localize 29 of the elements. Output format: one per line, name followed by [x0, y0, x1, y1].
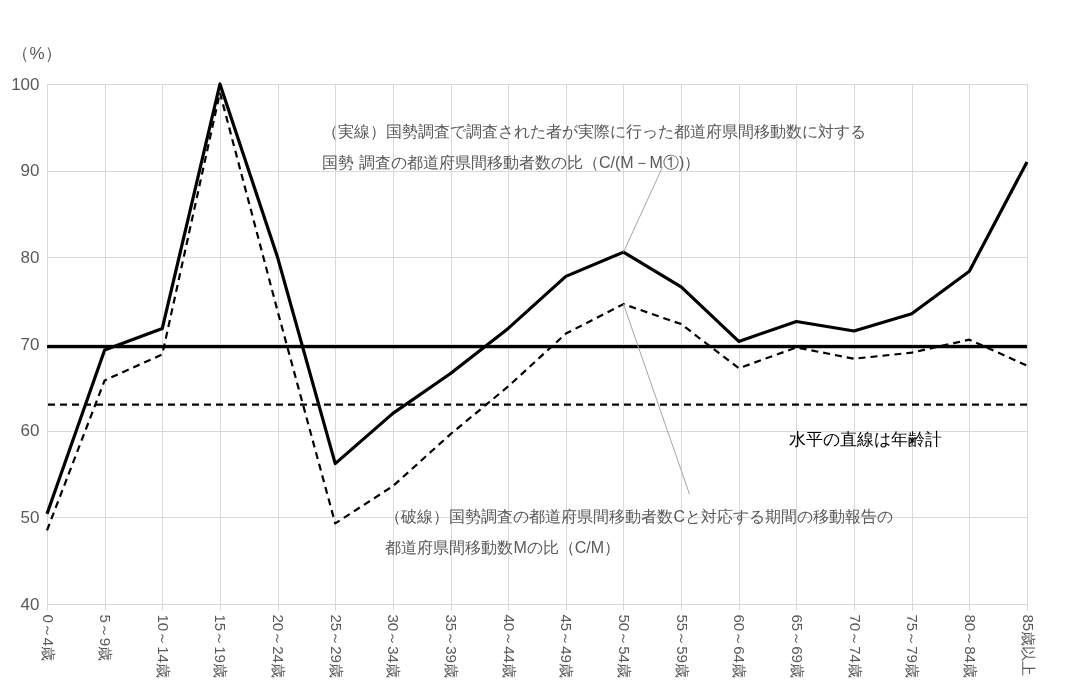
- x-tick-label: 40～44歳: [500, 614, 518, 678]
- y-tick-label: 50: [20, 507, 40, 527]
- y-tick-label: 70: [20, 334, 40, 354]
- x-tick-label: 45～49歳: [558, 614, 576, 678]
- y-axis-title: （%）: [12, 44, 62, 63]
- x-tick-label: 80～84歳: [961, 614, 979, 678]
- x-tick-label: 10～14歳: [154, 614, 172, 678]
- x-tick-label: 65～69歳: [788, 614, 806, 678]
- y-tick-label: 80: [20, 247, 40, 267]
- x-tick-label: 25～29歳: [327, 614, 345, 678]
- y-tick-label: 90: [20, 161, 40, 181]
- x-tick-label: 20～24歳: [270, 614, 288, 678]
- y-tick-label: 100: [11, 74, 40, 94]
- x-tick-label: 5～9歳: [97, 614, 115, 662]
- annotation: （破線）国勢調査の都道府県間移動者数Cと対応する期間の移動報告の都道府県間移動数Mの比（C/M）: [385, 508, 894, 557]
- x-tick-label: 0～4歳: [39, 614, 57, 662]
- x-tick-label: 55～59歳: [673, 614, 691, 678]
- x-tick-label: 30～34歳: [385, 614, 403, 678]
- y-tick-label: 40: [20, 594, 40, 614]
- x-tick-label: 15～19歳: [212, 614, 230, 678]
- annotation: （実線）国勢調査で調査された者が実際に行った都道府県間移動数に対する国勢 調査の都道府県間移動者数の比（C/(M－M①)）: [322, 123, 867, 172]
- x-tick-label: 35～39歳: [443, 614, 461, 678]
- y-tick-label: 60: [20, 421, 40, 441]
- x-tick-label: 60～64歳: [731, 614, 749, 678]
- x-tick-label: 85歳以上: [1019, 614, 1037, 677]
- x-tick-label: 70～74歳: [846, 614, 864, 678]
- annotation: 水平の直線は年齢計: [789, 430, 942, 449]
- x-tick-label: 50～54歳: [615, 614, 633, 678]
- x-tick-label: 75～79歳: [904, 614, 922, 678]
